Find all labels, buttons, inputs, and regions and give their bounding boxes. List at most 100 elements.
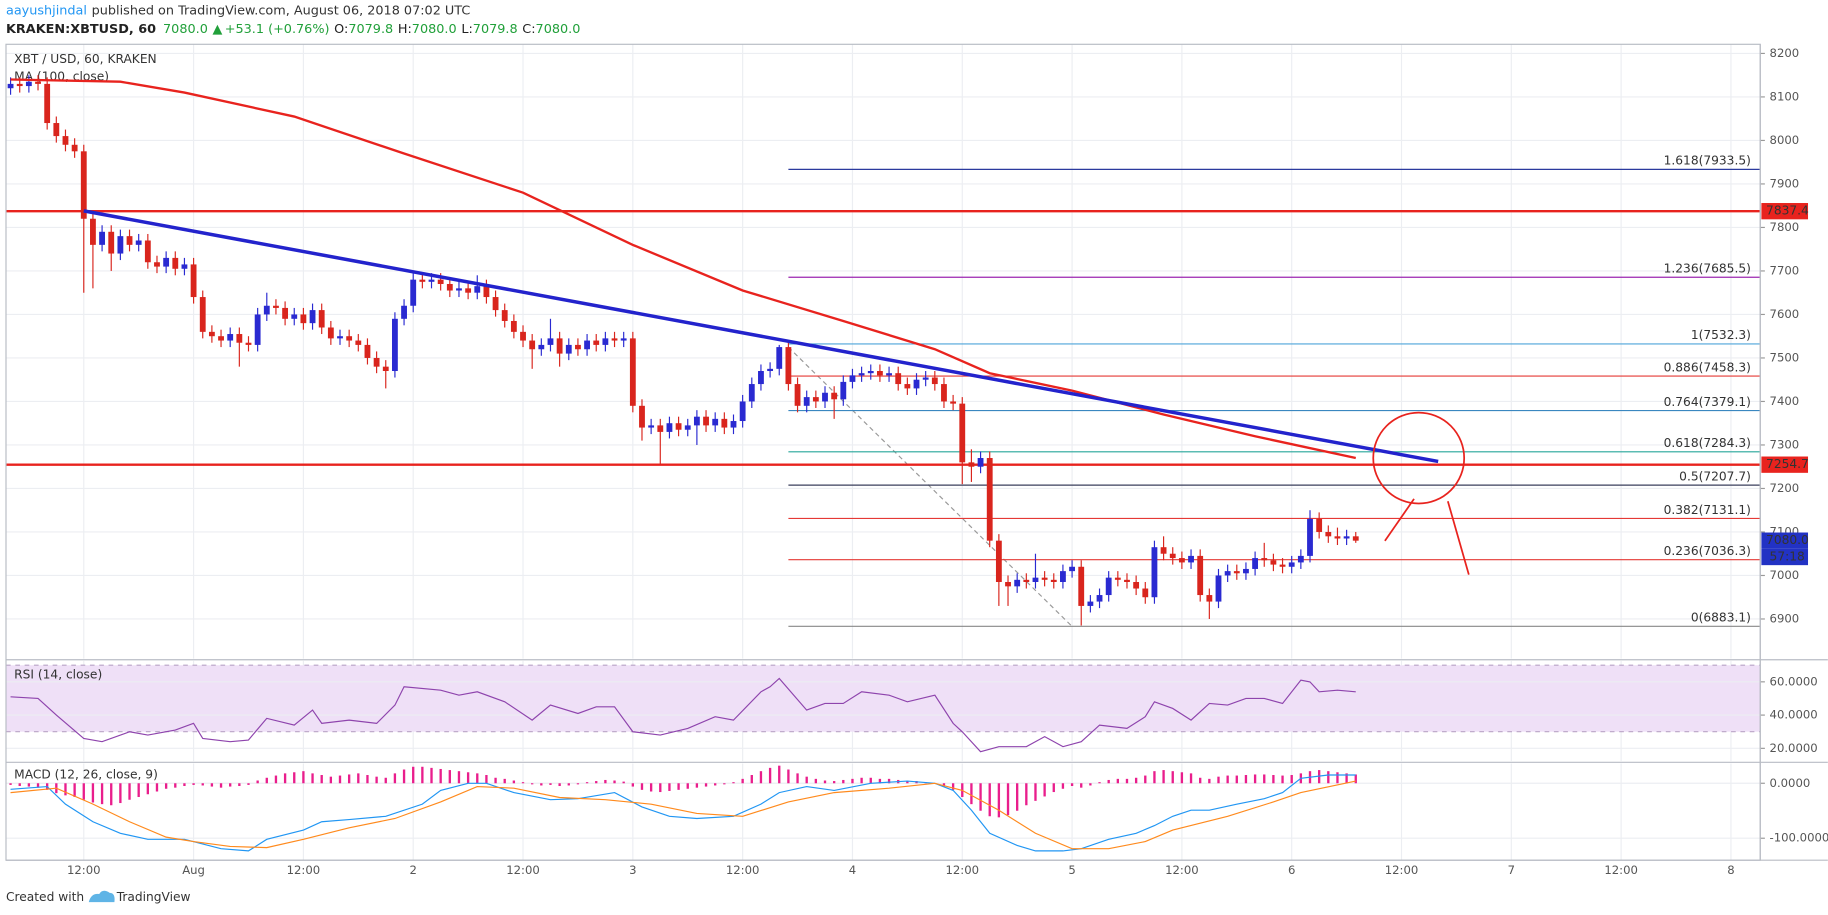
ohlc-value: 7079.8 (348, 22, 393, 37)
candle-body (876, 371, 883, 376)
candle-body (364, 344, 371, 358)
candle-body (1224, 571, 1231, 576)
fib-label: 0.382(7131.1) (1664, 503, 1751, 517)
macd-histogram-bar (1153, 771, 1156, 784)
candle-body (758, 371, 764, 385)
fib-label: 0.5(7207.7) (1679, 469, 1751, 483)
macd-histogram-bar (64, 783, 67, 796)
candle-body (199, 297, 206, 332)
macd-histogram-bar (329, 776, 333, 784)
macd-histogram-bar (1134, 777, 1138, 784)
macd-histogram-bar (714, 783, 717, 786)
x-tick-label: 5 (1068, 863, 1075, 877)
candle-body (1133, 582, 1140, 589)
macd-histogram-bar (768, 767, 772, 784)
macd-histogram-bar (421, 766, 424, 784)
candle-body (144, 240, 151, 263)
macd-histogram-bar (402, 769, 406, 784)
candle-body (639, 405, 645, 428)
macd-histogram-bar (540, 783, 543, 786)
fib-label: 0(6883.1) (1691, 611, 1751, 625)
y-tick-label: 7900 (1770, 176, 1800, 190)
footer-brand[interactable]: TradingView (116, 890, 191, 904)
candle-body (904, 384, 911, 389)
macd-histogram-bar (1080, 783, 1083, 788)
candle-body (474, 286, 481, 293)
macd-histogram-bar (256, 780, 259, 784)
macd-histogram-bar (265, 777, 268, 784)
candle-body (1151, 547, 1158, 598)
candle-body (456, 288, 462, 291)
candle-body (1334, 536, 1341, 539)
macd-histogram-bar (183, 783, 186, 787)
macd-histogram-bar (503, 778, 506, 784)
candle-body (1206, 595, 1213, 602)
macd-histogram-bar (1025, 783, 1028, 806)
candle-body (35, 81, 41, 84)
change: +53.1 (+0.76%) (225, 22, 330, 37)
macd-histogram-bar (778, 765, 781, 784)
candle-body (300, 314, 307, 324)
candle-body (117, 236, 124, 254)
fib-label: 0.764(7379.1) (1664, 395, 1751, 409)
x-tick-label: 2 (410, 863, 417, 877)
macd-histogram-bar (677, 783, 680, 790)
candle-body (154, 262, 160, 267)
macd-histogram-bar (823, 780, 827, 784)
candle-body (931, 377, 938, 385)
candle-body (16, 83, 23, 87)
candle-body (794, 384, 801, 406)
candle-body (1261, 558, 1268, 561)
macd-histogram-bar (878, 778, 882, 784)
candle-body (1041, 577, 1048, 580)
candle-body (1142, 588, 1149, 598)
macd-histogram-bar (723, 783, 726, 785)
macd-histogram-bar (988, 783, 991, 817)
candle-body (547, 338, 554, 345)
pane-title: RSI (14, close) (14, 667, 102, 681)
candle-body (895, 373, 902, 385)
y-tick-label: 7500 (1770, 350, 1800, 364)
candle-body (263, 305, 270, 315)
candle-body (730, 421, 737, 428)
macd-histogram-bar (1171, 771, 1174, 784)
macd-histogram-bar (1327, 771, 1330, 784)
candle-body (666, 423, 673, 432)
macd-histogram-bar (942, 783, 946, 787)
candle-body (977, 458, 984, 467)
x-tick-label: Aug (182, 863, 205, 877)
candle-body (227, 334, 234, 341)
annotation-circle (1372, 411, 1466, 505)
candle-body (1297, 555, 1304, 563)
candle-body (556, 338, 563, 354)
author[interactable]: aayushjindal (6, 3, 87, 18)
macd-histogram-bar (229, 783, 232, 787)
candle-body (1243, 568, 1249, 574)
macd-histogram-bar (1034, 783, 1037, 801)
candle-body (135, 240, 142, 245)
candle-body (1352, 536, 1359, 541)
candle-body (1160, 547, 1167, 554)
candle-body (858, 373, 865, 376)
candle-body (721, 418, 728, 428)
macd-histogram-bar (1244, 775, 1248, 784)
macd-histogram-bar (1125, 778, 1129, 784)
macd-histogram-bar (164, 783, 168, 789)
candle-body (108, 231, 115, 254)
candle-body (71, 144, 78, 152)
y-tick-label: 6900 (1770, 611, 1800, 625)
level-label: 7254.7 (1766, 457, 1809, 471)
candle-body (703, 416, 709, 426)
candle-body (712, 418, 719, 426)
fib-label: 1.618(7933.5) (1664, 154, 1751, 168)
candle-body (1316, 518, 1323, 532)
candle-body (391, 318, 398, 372)
signal-line (10, 780, 1356, 850)
x-tick-label: 3 (629, 863, 636, 877)
candle-body (1060, 571, 1066, 583)
macd-histogram-bar (110, 783, 113, 806)
candle-body (1032, 577, 1039, 583)
macd-histogram-bar (274, 775, 278, 784)
macd-histogram-bar (741, 778, 744, 784)
macd-histogram-bar (192, 783, 195, 785)
